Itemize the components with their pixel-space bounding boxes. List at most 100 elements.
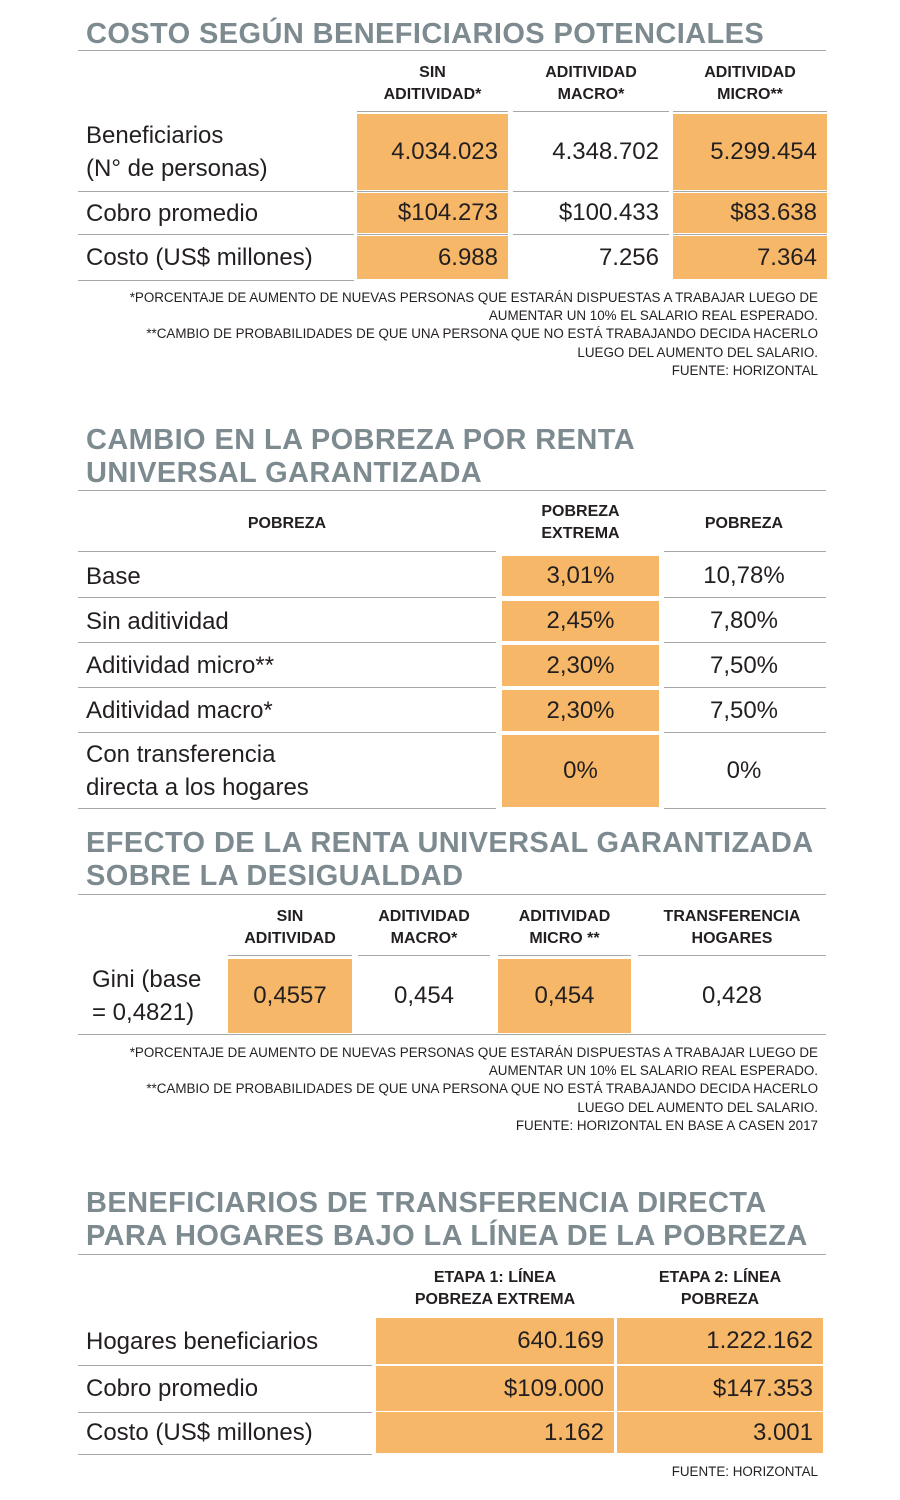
table4-value-cell: $147.353	[617, 1366, 823, 1411]
table1-title: COSTO SEGÚN BENEFICIARIOS POTENCIALES	[86, 18, 765, 50]
table4-row-label: Costo (US$ millones)	[86, 1419, 313, 1446]
table3-value-cell: 0,428	[701, 982, 763, 1009]
table1-cell-rule	[357, 191, 508, 192]
table3-header-rule	[358, 955, 490, 956]
table3-footnotes: *PORCENTAJE DE AUMENTO DE NUEVAS PERSONA…	[58, 1044, 818, 1135]
table1-cell-rule	[357, 234, 508, 235]
table3-row-rule	[78, 1034, 826, 1035]
table2-row-label: Base	[86, 562, 141, 590]
table2-row-rule	[78, 687, 496, 688]
table3-header-col1: SIN ADITIVIDAD	[244, 908, 336, 947]
table1-cell-rule	[513, 191, 669, 192]
table2-value-cell: 7,80%	[709, 607, 779, 634]
footnote-line: LUEGO DEL AUMENTO DEL SALARIO.	[577, 1099, 818, 1115]
table2-row-label: Aditividad micro**	[86, 652, 275, 679]
table2-value-cell: 2,30%	[502, 645, 659, 686]
table2-row-rule	[664, 808, 826, 809]
footnote-line: FUENTE: HORIZONTAL EN BASE A CASEN 2017	[515, 1117, 818, 1133]
table2-header-col3: POBREZA	[704, 515, 784, 532]
table2-row-rule	[664, 642, 826, 643]
table4-header-col1: ETAPA 1: LÍNEA POBREZA EXTREMA	[414, 1269, 576, 1308]
table2-row-label: Sin aditividad	[86, 607, 229, 635]
table4-value-cell: 3.001	[617, 1412, 823, 1453]
table4-value-cell: 640.169	[376, 1318, 614, 1364]
table1-footnotes: *PORCENTAJE DE AUMENTO DE NUEVAS PERSONA…	[58, 289, 818, 380]
table2-value-cell: 7,50%	[709, 696, 779, 724]
table2-value-cell: 10,78%	[703, 562, 785, 589]
table1-row-label: Costo (US$ millones)	[86, 244, 313, 271]
table4-title-rule	[78, 1254, 826, 1255]
table1-header-rule	[673, 111, 827, 112]
table1-value-cell: 6.988	[357, 236, 508, 279]
table3-value-cell: 0,4557	[228, 959, 352, 1033]
table2-row-rule	[664, 687, 826, 688]
table2-row-label: Con transferencia directa a los hogares	[86, 741, 309, 801]
table2-header-rule	[664, 551, 826, 552]
table4-title: BENEFICIARIOS DE TRANSFERENCIA DIRECTA PA…	[86, 1187, 808, 1252]
table2-value-cell: 3,01%	[502, 556, 659, 596]
table3-header-col3: ADITIVIDAD MICRO **	[518, 908, 611, 947]
table4-row-label: Cobro promedio	[86, 1375, 259, 1402]
table4-value-cell: $109.000	[376, 1366, 614, 1411]
footnote-line: FUENTE: HORIZONTAL	[671, 1464, 818, 1479]
table4-header-col2: ETAPA 2: LÍNEA POBREZA	[658, 1269, 782, 1308]
table1-cell-rule	[673, 191, 827, 192]
footnote-line: LUEGO DEL AUMENTO DEL SALARIO.	[577, 344, 818, 360]
table1-value-cell: 5.299.454	[673, 114, 827, 190]
footnote-line: *PORCENTAJE DE AUMENTO DE NUEVAS PERSONA…	[129, 290, 818, 305]
table1-value-cell: 4.034.023	[357, 114, 508, 190]
table2-value-cell: 2,45%	[502, 601, 659, 641]
table1-value-cell: 7.364	[673, 236, 827, 279]
table1-label-rule	[78, 234, 354, 235]
table1-value-cell: $100.433	[558, 199, 659, 226]
table1-row-label: Cobro promedio	[86, 199, 259, 227]
table2-value-cell: 0%	[502, 735, 659, 807]
table1-row-label: Beneficiarios (N° de personas)	[86, 122, 268, 182]
table3-value-cell: 0,454	[498, 959, 631, 1033]
table1-cell-rule	[513, 234, 669, 235]
table2-header-col1: POBREZA	[247, 515, 327, 532]
table3-title: EFECTO DE LA RENTA UNIVERSAL GARANTIZADA…	[86, 827, 814, 892]
table1-cell-rule	[673, 234, 827, 235]
footnote-line: AUMENTAR UN 10% EL SALARIO REAL ESPERADO…	[488, 1063, 818, 1079]
footnote-line: AUMENTAR UN 10% EL SALARIO REAL ESPERADO…	[488, 308, 818, 324]
table2-value-cell: 7,50%	[709, 651, 779, 679]
table4-value-cell: 1.162	[376, 1412, 614, 1453]
table4-label-rule	[78, 1365, 372, 1366]
table2-header-rule	[78, 551, 496, 552]
table2-row-rule	[78, 642, 496, 643]
table1-header-rule	[513, 111, 669, 112]
table2-header-col2: POBREZA EXTREMA	[541, 503, 620, 542]
table2-title: CAMBIO EN LA POBREZA POR RENTA UNIVERSAL …	[86, 424, 636, 489]
table1-header-col1: SIN ADITIVIDAD*	[383, 64, 482, 103]
table2-title-rule	[78, 490, 826, 491]
table2-row-rule	[78, 732, 496, 733]
table3-header-rule	[228, 955, 352, 956]
table3-header-rule	[638, 955, 826, 956]
footnote-line: **CAMBIO DE PROBABILIDADES DE QUE UNA PE…	[146, 326, 818, 342]
table1-header-col2: ADITIVIDAD MACRO*	[545, 64, 637, 103]
table2-row-label: Aditividad macro*	[86, 697, 273, 724]
table2-row-rule	[664, 597, 826, 598]
table1-header-rule	[357, 111, 508, 112]
table4-value-cell: 1.222.162	[617, 1318, 823, 1364]
table4-row-label: Hogares beneficiarios	[86, 1327, 319, 1355]
table3-header-rule	[498, 955, 631, 956]
table1-value-cell: $104.273	[357, 193, 508, 233]
footnote-line: *PORCENTAJE DE AUMENTO DE NUEVAS PERSONA…	[129, 1045, 818, 1060]
table1-label-rule	[78, 191, 354, 192]
table4-label-rule	[78, 1412, 372, 1413]
table1-header-col3: ADITIVIDAD MICRO**	[704, 64, 796, 103]
table2-row-rule	[78, 808, 496, 809]
table3-title-rule	[78, 894, 826, 895]
table3-header-col4: TRANSFERENCIA HOGARES	[663, 908, 801, 947]
table3-value-cell: 0,454	[393, 982, 455, 1009]
table4-footnotes: FUENTE: HORIZONTAL	[58, 1463, 818, 1481]
footnote-line: FUENTE: HORIZONTAL	[671, 362, 818, 378]
table1-value-cell: 4.348.702	[552, 138, 659, 165]
table2-row-rule	[664, 732, 826, 733]
table1-value-cell: $83.638	[673, 193, 827, 233]
table3-header-col2: ADITIVIDAD MACRO*	[378, 908, 470, 947]
footnote-line: **CAMBIO DE PROBABILIDADES DE QUE UNA PE…	[146, 1081, 818, 1097]
table2-row-rule	[78, 597, 496, 598]
